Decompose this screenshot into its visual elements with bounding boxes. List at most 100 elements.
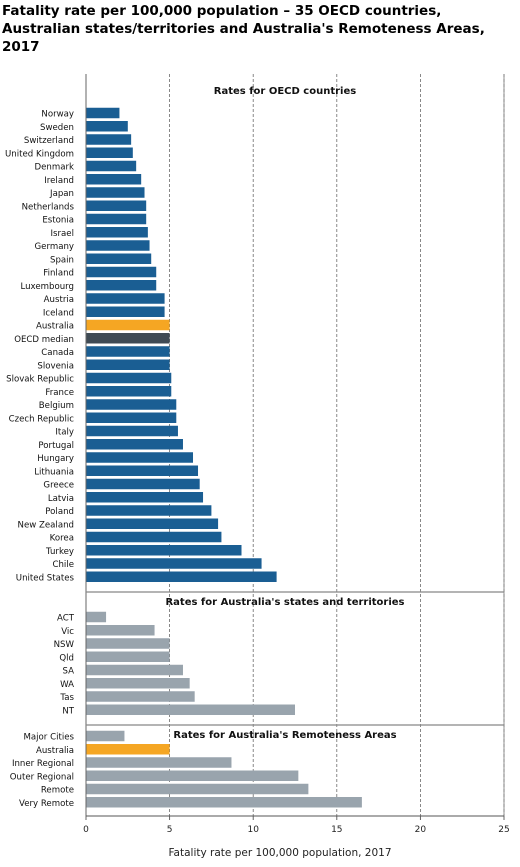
- category-label: Germany: [35, 242, 75, 252]
- bar: [86, 399, 177, 410]
- bar: [86, 611, 107, 623]
- bar: [86, 505, 212, 516]
- bar: [86, 691, 195, 702]
- bar: [86, 571, 277, 582]
- x-axis: 0 5 10 15 20 25: [83, 815, 510, 835]
- bar: [86, 638, 170, 649]
- category-label: Australia: [36, 322, 74, 332]
- category-label: Spain: [50, 255, 74, 265]
- bar: [86, 730, 125, 742]
- bar: [86, 797, 362, 808]
- category-label: Portugal: [38, 441, 74, 451]
- category-label: Czech Republic: [9, 414, 75, 424]
- bar: [86, 319, 170, 331]
- category-label: Tas: [59, 693, 74, 703]
- bar: [86, 518, 219, 529]
- bar: [86, 425, 178, 437]
- category-label: Remote: [41, 786, 74, 796]
- bar: [86, 664, 183, 676]
- bar: [86, 386, 172, 397]
- panel-label: Rates for OECD countries: [214, 86, 356, 97]
- category-label: Italy: [55, 428, 74, 438]
- category-label: SA: [63, 667, 75, 677]
- bar: [86, 531, 222, 543]
- category-label: Chile: [52, 560, 74, 570]
- bar: [86, 213, 147, 225]
- x-tick-label: 25: [498, 825, 509, 835]
- category-label: Sweden: [40, 123, 74, 133]
- bar: [86, 147, 133, 158]
- category-label: Very Remote: [19, 799, 74, 809]
- category-label: United Kingdom: [5, 149, 74, 159]
- category-label: Norway: [41, 110, 74, 120]
- bar: [86, 783, 309, 795]
- x-tick-label: 5: [167, 825, 173, 835]
- category-label: Poland: [45, 507, 74, 517]
- category-label: Slovak Republic: [6, 375, 74, 385]
- bar: [86, 346, 170, 357]
- category-label: Hungary: [37, 454, 74, 464]
- category-label: Vic: [61, 627, 74, 637]
- bar: [86, 266, 157, 278]
- category-label: Major Cities: [23, 733, 74, 743]
- bar: [86, 187, 145, 198]
- x-tick-label: 10: [247, 825, 259, 835]
- category-label: Korea: [50, 534, 74, 544]
- bar: [86, 160, 137, 172]
- bar: [86, 492, 204, 503]
- bar: [86, 200, 147, 211]
- panel-3: Rates for Australia's Remoteness Areas Ma…: [10, 730, 397, 809]
- panel-1: Rates for OECD countries Norway Sweden Swit…: [5, 86, 356, 583]
- bar: [86, 293, 165, 304]
- category-label: Israel: [51, 229, 75, 239]
- x-tick-label: 15: [331, 825, 342, 835]
- bar: [86, 227, 148, 238]
- bar: [86, 107, 120, 119]
- category-label: Latvia: [48, 494, 74, 504]
- category-label: Luxembourg: [20, 282, 74, 292]
- category-label: Iceland: [43, 308, 74, 318]
- panel-label: Rates for Australia's Remoteness Areas: [173, 730, 396, 741]
- bar: [86, 651, 170, 662]
- bar: [86, 280, 157, 291]
- category-label: Switzerland: [24, 136, 74, 146]
- bar: [86, 704, 295, 715]
- category-label: WA: [60, 680, 74, 690]
- category-label: Ireland: [44, 176, 74, 186]
- bar: [86, 240, 150, 251]
- category-label: NSW: [54, 640, 75, 650]
- category-label: Greece: [43, 481, 74, 491]
- category-label: Finland: [43, 269, 74, 279]
- category-label: France: [45, 388, 74, 398]
- bar: [86, 757, 232, 768]
- category-label: Canada: [41, 348, 74, 358]
- category-label: ACT: [57, 614, 75, 624]
- bar: [86, 253, 152, 264]
- x-tick-label: 0: [83, 825, 89, 835]
- bar: [86, 465, 199, 476]
- chart-title: Fatality rate per 100,000 population – 3…: [2, 3, 485, 55]
- bar: [86, 174, 142, 185]
- category-label: Japan: [49, 189, 74, 199]
- bar: [86, 439, 183, 450]
- panel-label: Rates for Australia's states and territo…: [165, 597, 404, 608]
- bar: [86, 412, 177, 423]
- category-label: Netherlands: [22, 202, 75, 212]
- bar: [86, 333, 170, 344]
- category-label: Australia: [36, 746, 74, 756]
- category-label: Turkey: [45, 547, 74, 557]
- category-label: OECD median: [14, 335, 74, 345]
- panel-2: Rates for Australia's states and territo…: [54, 597, 405, 716]
- bar: [86, 452, 194, 463]
- category-label: Lithuania: [34, 467, 74, 477]
- category-label: Slovenia: [37, 361, 74, 371]
- bar: [86, 306, 165, 317]
- bar: [86, 625, 155, 636]
- bar: [86, 121, 128, 132]
- bar: [86, 134, 132, 145]
- bar: [86, 478, 200, 490]
- chart-panels: Rates for OECD countries Norway Sweden Swit…: [5, 86, 405, 809]
- category-label: NT: [62, 706, 74, 716]
- category-label: Belgium: [39, 401, 74, 411]
